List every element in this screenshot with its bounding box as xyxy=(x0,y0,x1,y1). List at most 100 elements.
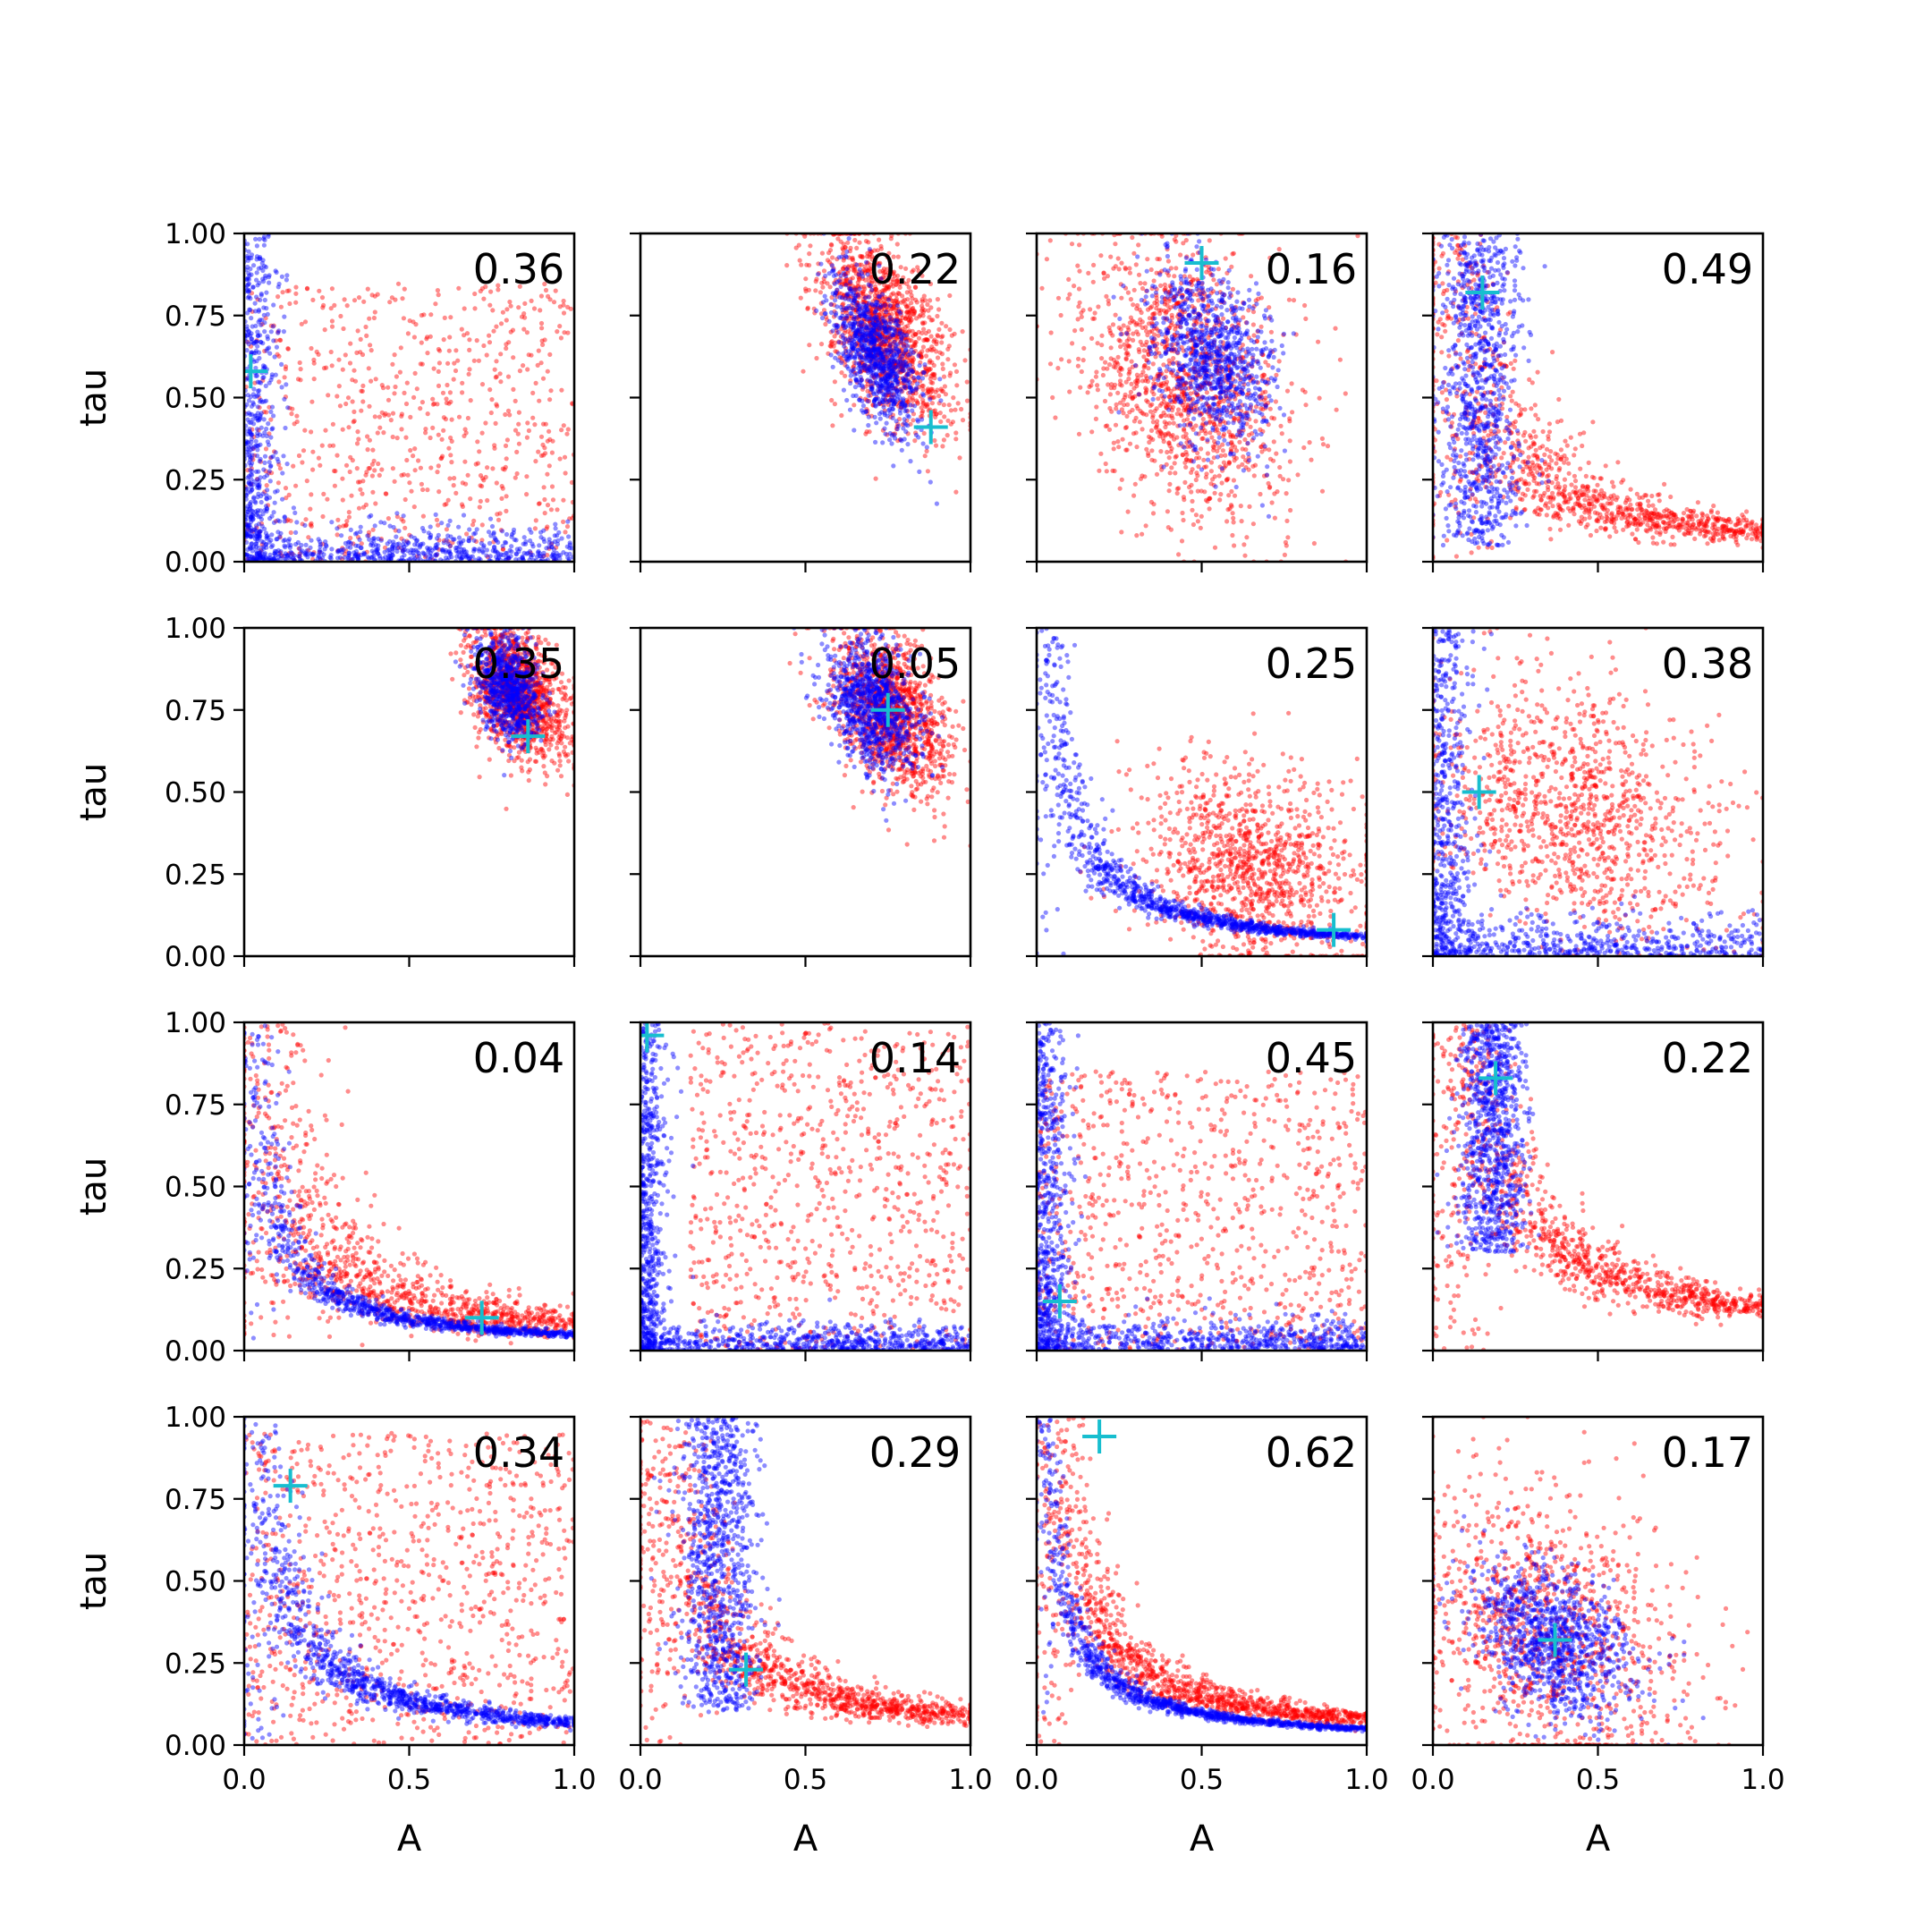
blue-series-point xyxy=(261,236,267,242)
red-series-point xyxy=(1293,332,1299,337)
blue-series-point xyxy=(356,556,361,562)
blue-series-point xyxy=(484,547,490,553)
red-series-point xyxy=(1207,506,1212,512)
blue-series-point xyxy=(245,282,250,287)
blue-series-point xyxy=(886,364,892,369)
blue-series-point xyxy=(249,487,254,493)
red-series-point xyxy=(918,360,923,365)
red-series-point xyxy=(400,547,405,553)
blue-series-point xyxy=(870,325,877,331)
red-series-point xyxy=(889,311,894,317)
red-series-point xyxy=(931,346,936,352)
red-series-point xyxy=(907,352,913,358)
blue-series-point xyxy=(257,355,262,361)
red-series-point xyxy=(880,295,886,301)
red-series-point xyxy=(877,261,882,267)
blue-series-point xyxy=(369,548,375,554)
blue-series-point xyxy=(354,530,360,536)
blue-series-point xyxy=(862,341,868,346)
blue-series-point xyxy=(902,402,909,408)
red-series-point xyxy=(890,386,895,391)
blue-series-point xyxy=(399,545,404,551)
red-series-point xyxy=(962,358,968,363)
blue-series-point xyxy=(913,432,919,437)
red-series-point xyxy=(1167,289,1173,294)
red-series-point xyxy=(510,327,516,333)
red-series-point xyxy=(277,337,283,343)
red-series-point xyxy=(304,479,309,484)
red-series-point xyxy=(913,387,919,393)
red-series-point xyxy=(1207,496,1212,502)
red-series-point xyxy=(1264,472,1269,479)
blue-series-point xyxy=(869,368,874,373)
red-series-point xyxy=(335,517,341,522)
red-series-point xyxy=(864,310,869,316)
blue-series-point xyxy=(911,375,917,380)
red-series-point xyxy=(1295,472,1301,478)
blue-series-point xyxy=(446,548,453,554)
blue-series-point xyxy=(880,365,886,370)
red-series-point xyxy=(877,342,883,347)
red-series-point xyxy=(897,309,903,315)
red-series-point xyxy=(864,300,869,305)
red-series-point xyxy=(877,289,883,295)
red-series-point xyxy=(1075,317,1080,322)
blue-series-point xyxy=(460,555,465,560)
red-series-point xyxy=(928,347,933,352)
red-series-point xyxy=(909,385,914,390)
red-series-point xyxy=(887,343,893,348)
blue-series-point xyxy=(875,374,881,379)
red-series-point xyxy=(867,330,873,335)
red-series-point xyxy=(863,327,869,333)
red-series-point xyxy=(900,328,905,334)
blue-series-point xyxy=(396,541,402,547)
blue-series-point xyxy=(871,373,877,378)
red-series-point xyxy=(547,428,552,434)
red-series-point xyxy=(945,433,950,438)
blue-series-point xyxy=(852,343,858,348)
blue-series-point xyxy=(250,516,256,521)
red-series-point xyxy=(821,308,827,313)
blue-series-point xyxy=(275,488,280,494)
blue-series-point xyxy=(271,555,276,562)
red-series-point xyxy=(563,470,568,476)
blue-series-point xyxy=(865,272,870,277)
blue-series-point xyxy=(881,404,886,410)
red-series-point xyxy=(894,300,901,305)
red-series-point xyxy=(332,483,337,488)
blue-series-point xyxy=(864,326,869,331)
blue-series-point xyxy=(873,323,878,328)
blue-series-point xyxy=(822,311,827,317)
blue-series-point xyxy=(366,555,372,561)
blue-series-point xyxy=(491,530,496,536)
red-series-point xyxy=(335,548,341,554)
blue-series-point xyxy=(260,276,266,282)
red-series-point xyxy=(386,516,391,521)
blue-series-point xyxy=(359,552,364,558)
red-series-point xyxy=(557,304,563,309)
blue-series-point xyxy=(842,320,847,326)
blue-series-point xyxy=(888,394,894,400)
red-series-point xyxy=(460,380,465,386)
red-series-point xyxy=(1078,385,1083,390)
blue-series-point xyxy=(856,302,861,308)
blue-series-point xyxy=(258,322,264,327)
red-series-point xyxy=(424,336,429,342)
red-series-point xyxy=(1163,310,1168,316)
blue-series-point xyxy=(316,537,321,542)
red-series-point xyxy=(343,548,349,554)
red-series-point xyxy=(1334,407,1339,412)
blue-series-point xyxy=(305,555,310,560)
blue-series-point xyxy=(876,354,881,360)
blue-series-point xyxy=(844,364,850,369)
red-series-point xyxy=(1202,489,1208,495)
blue-series-point xyxy=(870,346,877,352)
red-series-point xyxy=(1125,343,1131,348)
red-series-point xyxy=(872,286,878,292)
red-series-point xyxy=(540,421,547,427)
red-series-point xyxy=(884,343,889,349)
blue-series-point xyxy=(871,328,877,334)
red-series-point xyxy=(460,480,465,486)
red-series-point xyxy=(1166,299,1172,304)
blue-series-point xyxy=(852,319,858,325)
